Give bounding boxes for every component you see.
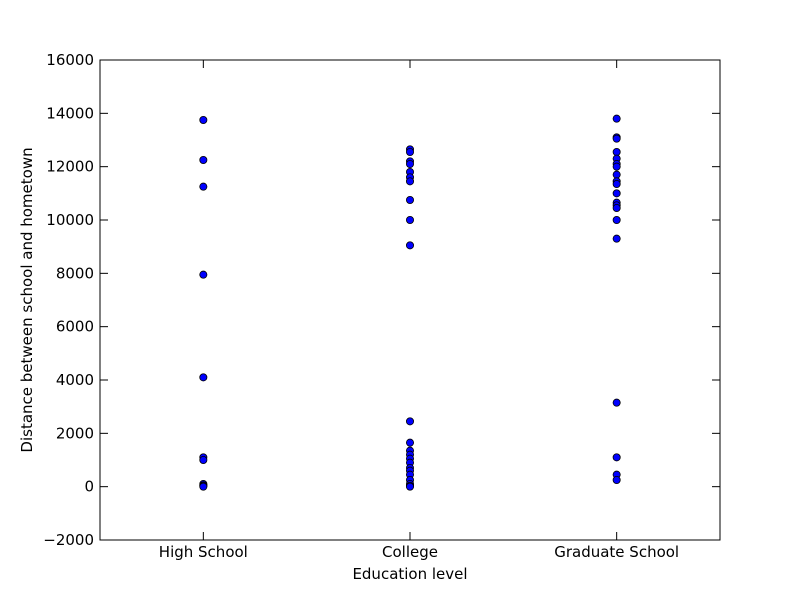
x-axis-label: Education level <box>352 565 467 583</box>
data-point <box>612 475 621 484</box>
data-point <box>405 177 414 186</box>
data-point <box>612 147 621 156</box>
y-tick-label: 14000 <box>46 104 94 122</box>
x-tick-label: High School <box>159 543 248 561</box>
data-point <box>612 114 621 123</box>
x-axis: High School College Graduate School <box>159 60 679 561</box>
data-point <box>199 270 208 279</box>
y-tick-label: 6000 <box>56 318 94 336</box>
y-tick-label: 4000 <box>56 371 94 389</box>
data-point <box>612 189 621 198</box>
data-point <box>612 179 621 188</box>
data-point <box>405 241 414 250</box>
y-tick-label: 0 <box>84 478 94 496</box>
data-point <box>612 453 621 462</box>
x-tick-label: College <box>382 543 438 561</box>
y-tick-label: 2000 <box>56 424 94 442</box>
data-point <box>405 438 414 447</box>
data-point <box>199 116 208 125</box>
data-point <box>612 162 621 171</box>
y-tick-label: 12000 <box>46 158 94 176</box>
data-point <box>199 182 208 191</box>
data-point <box>612 170 621 179</box>
data-point <box>405 417 414 426</box>
data-point <box>405 482 414 491</box>
data-point <box>405 215 414 224</box>
data-point <box>405 195 414 204</box>
plot-frame <box>99 59 721 541</box>
data-point <box>405 159 414 168</box>
y-tick-label: 8000 <box>56 264 94 282</box>
data-point <box>612 134 621 143</box>
x-tick-label: Graduate School <box>554 543 679 561</box>
y-tick-label: 16000 <box>46 51 94 69</box>
data-point <box>612 203 621 212</box>
data-point <box>199 482 208 491</box>
y-axis: −2000 0 2000 4000 6000 8000 10000 12000 14000 160… <box>43 51 720 549</box>
data-point <box>612 234 621 243</box>
y-tick-label: 10000 <box>46 211 94 229</box>
data-point <box>612 215 621 224</box>
y-axis-label: Distance between school and hometown <box>18 147 36 452</box>
data-point <box>199 373 208 382</box>
data-point <box>199 455 208 464</box>
data-point <box>199 155 208 164</box>
data-point <box>612 398 621 407</box>
y-tick-label: −2000 <box>43 531 94 549</box>
data-points <box>199 114 621 491</box>
data-point <box>405 147 414 156</box>
